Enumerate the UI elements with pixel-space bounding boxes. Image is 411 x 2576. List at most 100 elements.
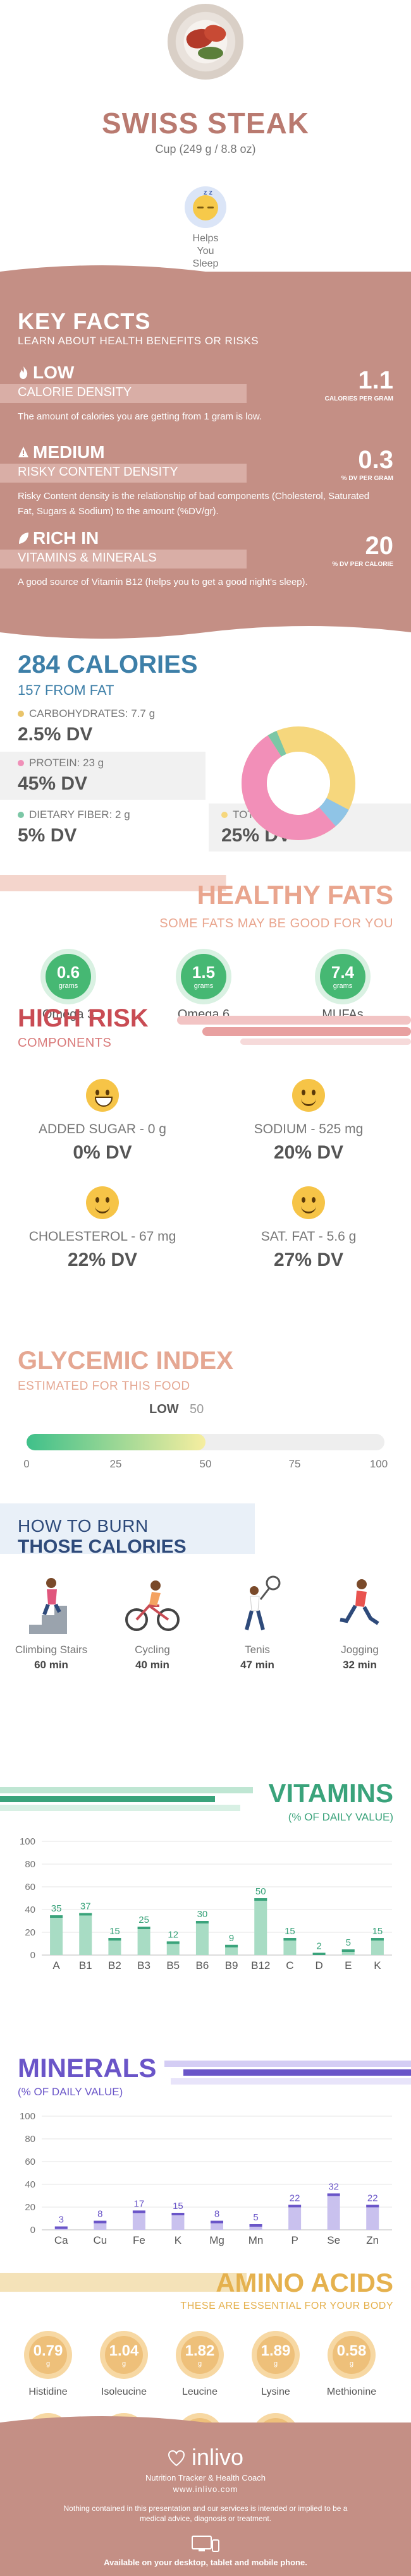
section-band (0, 875, 411, 891)
bar-cap-P (288, 2205, 302, 2208)
bar-Mn (249, 2224, 262, 2230)
bar-B2 (108, 1938, 121, 1955)
healthy-fats-title: HEALTHY FATS (197, 880, 393, 910)
glycemic-subtitle: ESTIMATED FOR THIS FOOD (18, 1380, 190, 1393)
jogger-icon (340, 1579, 379, 1625)
bar-value-label: 8 (97, 2209, 102, 2220)
bar-value-label: 15 (173, 2201, 183, 2212)
vitamins-bar-chart: 02040608010035A37B115B225B312B530B69B950… (20, 1836, 392, 1971)
fact-level: RICH IN (33, 528, 99, 548)
glycemic-tick: 100 (369, 1458, 388, 1470)
amino-label: Isoleucine (101, 2386, 147, 2397)
vitamins-section: VITAMINS (% OF DAILY VALUE) 0 20 40 60 80 100… (0, 1778, 411, 2107)
bar-cap-B1 (79, 1913, 92, 1916)
carbs-dot (18, 711, 24, 717)
stairs-climber-icon (29, 1578, 67, 1634)
brand-name: inlivo (191, 2444, 244, 2470)
category-label: B2 (108, 1959, 121, 1971)
bar-cap-Cu (94, 2220, 107, 2224)
bar-cap-Fe (132, 2210, 145, 2213)
bar-value-label: 17 (134, 2198, 145, 2209)
key-facts-title: KEY FACTS (18, 308, 151, 334)
decorative-stripes (164, 2061, 411, 2085)
amino-value: 1.82 (185, 2342, 215, 2359)
bar-value-label: 9 (229, 1933, 234, 1944)
risk-dv: 20% DV (273, 1142, 344, 1163)
fact-level: LOW (33, 363, 75, 382)
activity-minutes: 60 min (34, 1659, 68, 1671)
high-risk-title: HIGH RISK (18, 1004, 149, 1032)
wave-divider (0, 2416, 411, 2435)
macro-donut-chart (242, 726, 355, 840)
amino-unit: g (121, 2360, 126, 2368)
bar-cap-Se (327, 2193, 340, 2196)
burn-calories-section: HOW TO BURN THOSE CALORIES Climbing Stai… (0, 1497, 411, 1775)
fat-dot (221, 812, 228, 818)
activity-label: Tenis (245, 1644, 270, 1656)
bar-cap-B6 (195, 1921, 209, 1923)
burn-title-line2: THOSE CALORIES (18, 1536, 187, 1557)
amino-value: 1.04 (109, 2342, 139, 2359)
disclaimer: Nothing contained in this presentation a… (63, 2504, 348, 2523)
amino-value: 0.58 (336, 2342, 367, 2359)
amino-label: Lysine (261, 2386, 290, 2397)
bar-value-label: 22 (367, 2193, 378, 2203)
y-tick-label: 60 (25, 1882, 35, 1893)
y-tick-label: 0 (30, 2225, 35, 2236)
category-label: E (345, 1959, 352, 1971)
vitamins-title: VITAMINS (268, 1778, 393, 1808)
healthy-fats-subtitle: SOME FATS MAY BE GOOD FOR YOU (159, 917, 393, 930)
amino-circle-histidine: 0.79 g (24, 2331, 72, 2379)
category-label: Zn (366, 2234, 379, 2246)
macro-fiber: DIETARY FIBER: 2 g 5% DV (18, 809, 130, 846)
macro-dv: 2.5% DV (18, 724, 93, 745)
category-label: Mg (209, 2234, 224, 2246)
activity-label: Climbing Stairs (15, 1644, 88, 1656)
category-label: B3 (137, 1959, 150, 1971)
fact-type: VITAMINS & MINERALS (18, 551, 157, 565)
bar-value-label: 3 (59, 2215, 64, 2225)
macro-dv: 45% DV (18, 773, 88, 794)
bar-cap-B12 (254, 1898, 267, 1901)
y-tick-label: 100 (20, 2111, 35, 2122)
risk-dv: 0% DV (73, 1142, 132, 1163)
glycemic-level: LOW (149, 1402, 179, 1416)
bar-value-label: 35 (51, 1903, 62, 1914)
bar-cap-A (50, 1915, 63, 1918)
amino-circle-lysine: 1.89 g (252, 2331, 300, 2379)
minerals-bar-chart: 0 20 40 60 80 100 3 Ca 8 Cu 17 Fe 15 K 8 Mg 5 Mn 22 P 32 Se 22… (20, 2111, 392, 2246)
fact-description: A good source of Vitamin B12 (helps you … (18, 577, 308, 587)
y-tick-label: 40 (25, 2179, 35, 2190)
brand-tagline: Nutrition Tracker & Health Coach (145, 2473, 266, 2483)
glycemic-index-section: GLYCEMIC INDEX ESTIMATED FOR THIS FOOD L… (0, 1339, 411, 1491)
fact-description: Risky Content density is the relationshi… (18, 491, 370, 517)
fat-mufas-circle: 7.4 grams (320, 954, 365, 999)
bar-cap-Mg (211, 2220, 223, 2224)
calories-section: 284 CALORIES 157 FROM FAT CARBOHYDRATES:… (0, 651, 411, 878)
flame-icon (20, 366, 28, 379)
amino-circle-isoleucine: 1.04 g (100, 2331, 148, 2379)
section-band (0, 2273, 411, 2292)
fat-omega3-circle: 0.6 grams (46, 954, 91, 999)
risk-label: SAT. FAT - 5.6 g (261, 1229, 357, 1244)
tennis-player-icon (245, 1575, 281, 1630)
bar-E (341, 1949, 355, 1955)
warning-icon (18, 447, 28, 457)
glycemic-value: 50 (190, 1402, 204, 1416)
category-label: A (52, 1959, 60, 1971)
y-tick-label: 20 (25, 2202, 35, 2213)
category-label: P (291, 2234, 298, 2246)
bar-value-label: 15 (372, 1926, 383, 1937)
brand-url[interactable]: www.inlivo.com (173, 2484, 238, 2494)
donut-protein-slice (242, 726, 355, 840)
heart-logo-icon (168, 2450, 185, 2467)
macro-highlight (0, 752, 206, 800)
amino-value: 1.89 (261, 2342, 291, 2359)
section-band (0, 1503, 411, 1554)
key-facts-section: KEY FACTS LEARN ABOUT HEALTH BENEFITS OR… (0, 265, 411, 645)
availability-note: Available on your desktop, tablet and mo… (104, 2558, 307, 2567)
category-label: B12 (251, 1959, 270, 1971)
category-label: Mn (248, 2234, 264, 2246)
decorative-stripes (0, 1787, 253, 1811)
